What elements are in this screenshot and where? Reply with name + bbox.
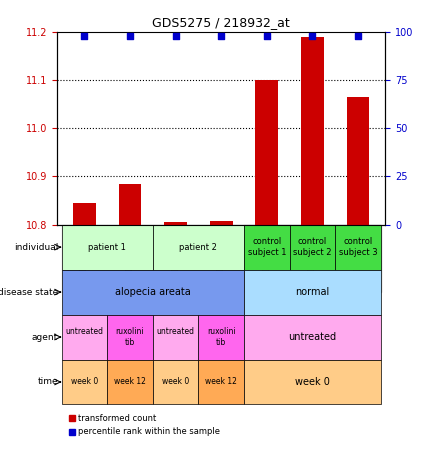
FancyBboxPatch shape xyxy=(61,225,153,270)
FancyBboxPatch shape xyxy=(153,225,244,270)
Bar xyxy=(198,225,244,292)
Bar xyxy=(335,225,381,292)
Bar xyxy=(301,37,324,225)
FancyBboxPatch shape xyxy=(198,360,244,405)
Text: untreated: untreated xyxy=(156,328,194,347)
Bar xyxy=(210,222,233,225)
FancyBboxPatch shape xyxy=(153,360,198,405)
Text: week 0: week 0 xyxy=(71,377,98,386)
Bar xyxy=(119,183,141,225)
FancyBboxPatch shape xyxy=(198,314,244,360)
FancyBboxPatch shape xyxy=(153,314,198,360)
Title: GDS5275 / 218932_at: GDS5275 / 218932_at xyxy=(152,16,290,29)
Text: control
subject 3: control subject 3 xyxy=(339,237,378,257)
Text: agent: agent xyxy=(32,333,58,342)
FancyBboxPatch shape xyxy=(61,270,244,314)
FancyBboxPatch shape xyxy=(61,314,107,360)
Text: week 0: week 0 xyxy=(162,377,189,386)
Text: untreated: untreated xyxy=(288,332,336,342)
Point xyxy=(309,32,316,39)
Bar xyxy=(255,80,278,225)
Text: week 0: week 0 xyxy=(295,377,330,387)
Text: ruxolini
tib: ruxolini tib xyxy=(116,328,144,347)
Bar xyxy=(61,225,107,292)
Text: individual: individual xyxy=(14,243,58,252)
Text: control
subject 2: control subject 2 xyxy=(293,237,332,257)
Point xyxy=(263,32,270,39)
FancyBboxPatch shape xyxy=(290,225,335,270)
Text: ruxolini
tib: ruxolini tib xyxy=(207,328,236,347)
Point xyxy=(355,32,362,39)
Text: untreated: untreated xyxy=(65,328,103,347)
Bar xyxy=(290,225,335,292)
Bar xyxy=(153,225,198,292)
Text: normal: normal xyxy=(295,287,329,297)
Bar xyxy=(244,225,290,292)
Bar xyxy=(346,97,370,225)
Point xyxy=(218,32,225,39)
FancyBboxPatch shape xyxy=(244,360,381,405)
Bar xyxy=(164,222,187,225)
Point xyxy=(127,32,134,39)
FancyBboxPatch shape xyxy=(244,270,381,314)
Bar xyxy=(107,225,153,292)
FancyBboxPatch shape xyxy=(335,225,381,270)
Text: week 12: week 12 xyxy=(114,377,146,386)
FancyBboxPatch shape xyxy=(244,225,290,270)
Text: control
subject 1: control subject 1 xyxy=(247,237,286,257)
FancyBboxPatch shape xyxy=(61,360,107,405)
Point xyxy=(172,32,179,39)
FancyBboxPatch shape xyxy=(107,314,153,360)
FancyBboxPatch shape xyxy=(107,360,153,405)
Text: disease state: disease state xyxy=(0,288,58,297)
Point xyxy=(81,32,88,39)
Text: time: time xyxy=(38,377,58,386)
Legend: transformed count, percentile rank within the sample: transformed count, percentile rank withi… xyxy=(66,411,223,440)
Text: alopecia areata: alopecia areata xyxy=(115,287,191,297)
Text: patient 2: patient 2 xyxy=(180,243,217,252)
Bar xyxy=(73,203,96,225)
Text: week 12: week 12 xyxy=(205,377,237,386)
FancyBboxPatch shape xyxy=(244,314,381,360)
Text: patient 1: patient 1 xyxy=(88,243,126,252)
